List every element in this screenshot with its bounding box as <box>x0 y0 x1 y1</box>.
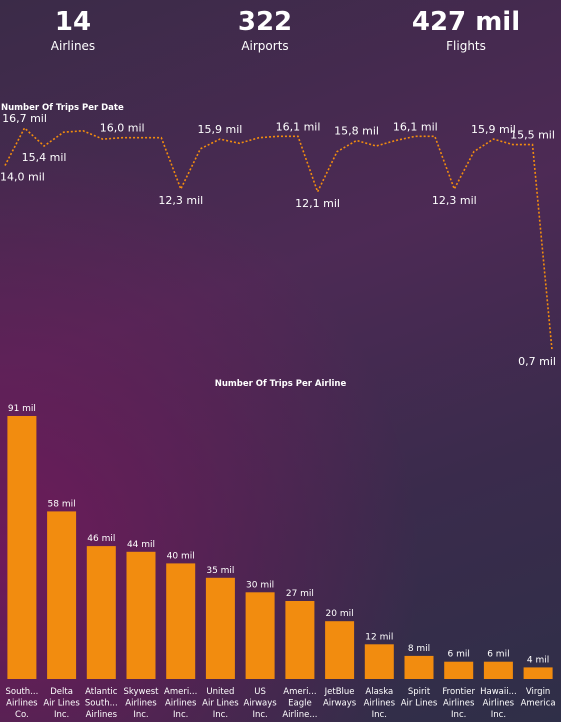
bar-category-label: US <box>254 687 266 697</box>
bar-category-label: Airlines <box>364 699 396 709</box>
line-chart: 14,0 mil 16,7 mil 15,4 mil 16,0 mil 12,3 mil… <box>0 112 556 368</box>
bar-category-label: JetBlue <box>324 687 355 697</box>
line-data-label: 16,0 mil <box>100 122 145 135</box>
bar-category-label: Skywest <box>124 687 160 697</box>
line-data-label: 12,3 mil <box>158 194 203 207</box>
bar-value-label: 4 mil <box>527 655 549 665</box>
bar <box>7 416 37 679</box>
bar <box>166 563 196 679</box>
line-data-label: 16,1 mil <box>276 120 321 133</box>
bar <box>404 655 434 679</box>
bar-category-label: South... <box>85 699 118 709</box>
bar-category-label: Airlines <box>86 710 118 720</box>
bar-category-label: Spirit <box>408 687 431 697</box>
kpi-label: Flights <box>446 39 486 53</box>
bar-category-label: Air Lines <box>401 699 438 709</box>
bar-value-label: 20 mil <box>326 609 354 619</box>
bar <box>86 546 116 679</box>
bar-category-label: Ameri... <box>164 687 197 697</box>
bar-category-label: Virgin <box>526 687 550 697</box>
line-data-label: 15,8 mil <box>334 125 379 138</box>
bar-value-label: 46 mil <box>87 534 115 544</box>
line-data-label: 14,0 mil <box>0 171 45 184</box>
bar-category-label: Hawaii... <box>480 687 517 697</box>
bar <box>47 511 77 679</box>
bar-category-label: America <box>521 699 556 709</box>
bar <box>523 667 553 679</box>
bar-category-label: Airlines <box>6 699 38 709</box>
bar-category-label: Airlines <box>443 699 475 709</box>
kpi-airlines: 14 Airlines <box>0 6 148 53</box>
bar-category-label: Atlantic <box>85 687 118 697</box>
bar <box>245 592 275 679</box>
bar-value-label: 91 mil <box>8 404 36 414</box>
bar-category-label: Airways <box>323 699 357 709</box>
bar-category-label: Inc. <box>451 710 466 720</box>
line-data-label: 16,7 mil <box>2 112 47 125</box>
bar-value-label: 6 mil <box>487 650 509 660</box>
bar <box>444 661 474 679</box>
bar <box>205 577 235 679</box>
kpi-label: Airlines <box>50 39 96 53</box>
bar-value-label: 40 mil <box>167 551 195 561</box>
bar <box>126 551 156 679</box>
kpi-airports: 322 Airports <box>190 6 340 53</box>
bar <box>483 661 513 679</box>
kpi-label: Airports <box>241 39 289 53</box>
bar-category-label: Inc. <box>252 710 267 720</box>
line-data-label: 15,9 mil <box>197 123 242 136</box>
bar-value-label: 12 mil <box>365 632 393 642</box>
bar-category-label: South... <box>5 687 38 697</box>
bar-category-label: Alaska <box>365 687 393 697</box>
kpi-value: 427 mil <box>411 7 521 37</box>
bar-category-label: Air Lines <box>202 699 239 709</box>
kpi-value: 14 <box>54 7 92 37</box>
bar-category-label: United <box>206 687 234 697</box>
line-data-label: 0,7 mil <box>518 355 556 368</box>
line-data-label: 12,3 mil <box>432 194 477 207</box>
bar-category-label: Inc. <box>133 710 148 720</box>
bar-value-label: 35 mil <box>206 566 234 576</box>
bar-category-label: Airways <box>243 699 277 709</box>
bar-category-label: Co. <box>15 710 29 720</box>
line-chart-title: Number Of Trips Per Date <box>1 103 124 113</box>
bar <box>285 601 315 679</box>
bar-category-label: Delta <box>50 687 73 697</box>
bar-category-label: Air Lines <box>43 699 80 709</box>
bar <box>325 621 355 679</box>
kpi-flights: 427 mil Flights <box>391 6 541 53</box>
bar-value-label: 6 mil <box>448 650 470 660</box>
bar-category-label: Airlines <box>483 699 515 709</box>
bar-category-label: Inc. <box>372 710 387 720</box>
bar-category-label: Inc. <box>491 710 506 720</box>
bar-category-label: Airlines <box>125 699 157 709</box>
bar-value-label: 30 mil <box>246 580 274 590</box>
line-data-label: 15,9 mil <box>471 123 516 136</box>
line-data-label: 12,1 mil <box>295 197 340 210</box>
bar-category-label: Inc. <box>213 710 228 720</box>
bar-category-label: Inc. <box>173 710 188 720</box>
bar <box>364 644 394 679</box>
bar-category-label: Eagle <box>288 699 312 709</box>
bar-value-label: 44 mil <box>127 540 155 550</box>
line-data-label: 15,4 mil <box>22 151 67 164</box>
bar-category-label: Frontier <box>442 687 475 697</box>
line-data-label: 15,5 mil <box>510 129 555 142</box>
bar-chart-title: Number Of Trips Per Airline <box>214 379 347 389</box>
bar-value-label: 27 mil <box>286 589 314 599</box>
trips-line <box>4 126 553 351</box>
line-data-label: 16,1 mil <box>393 120 438 133</box>
bar-category-label: Ameri... <box>283 687 316 697</box>
bar-category-label: Airline... <box>282 710 317 720</box>
bar-value-label: 58 mil <box>48 499 76 509</box>
bar-category-label: Airlines <box>165 699 197 709</box>
kpi-value: 322 <box>237 7 293 37</box>
bar-value-label: 8 mil <box>408 644 430 654</box>
bar-category-label: Inc. <box>54 710 69 720</box>
